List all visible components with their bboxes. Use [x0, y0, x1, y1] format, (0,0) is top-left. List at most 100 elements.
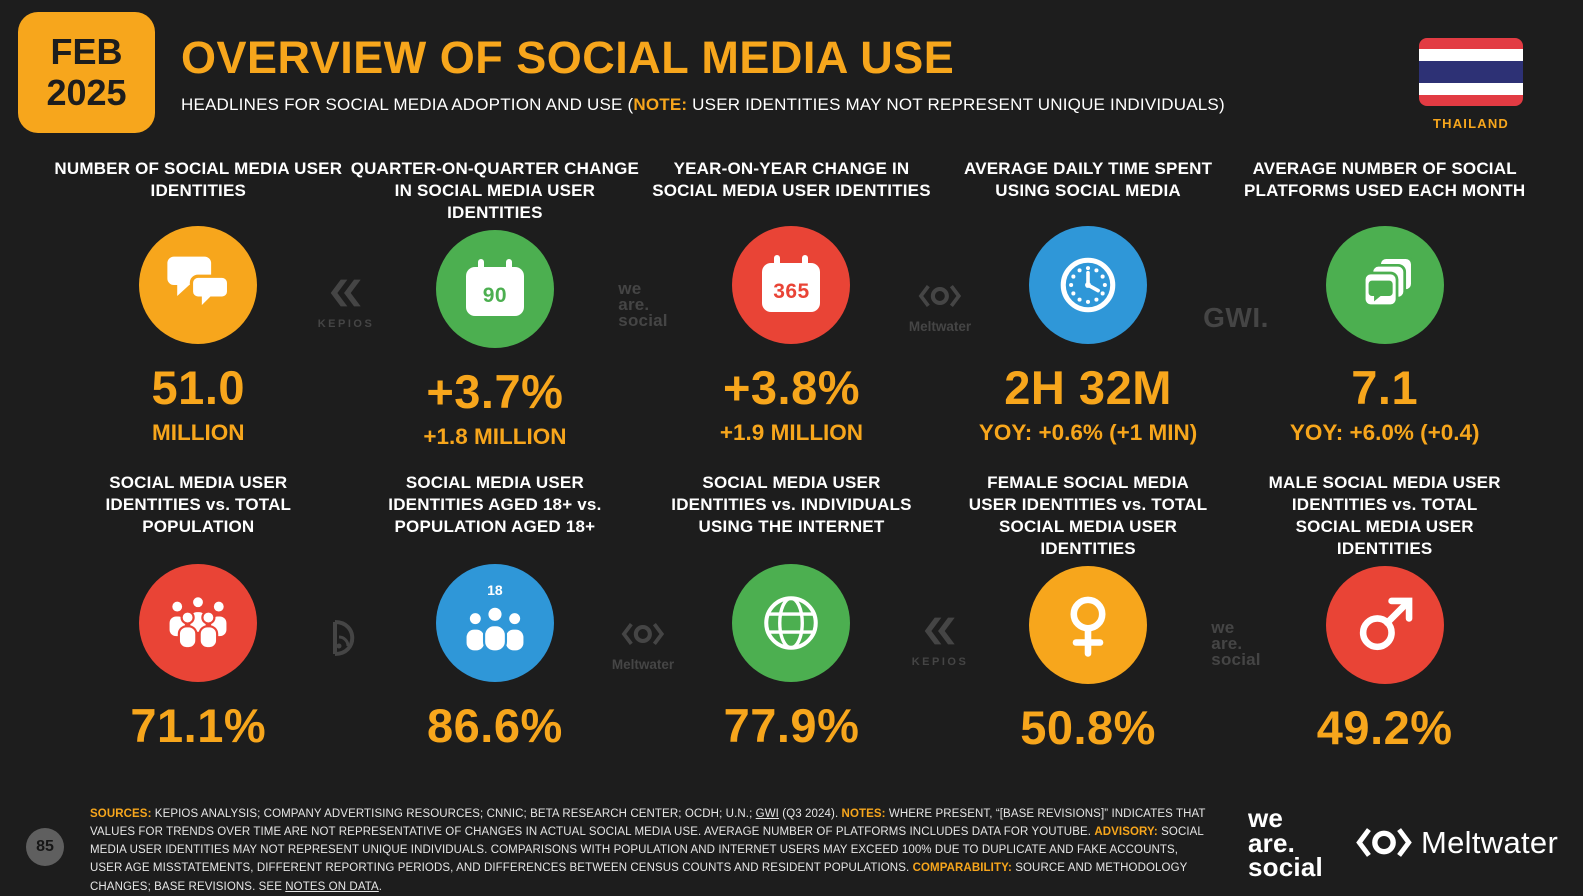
- stat-subvalue: YOY: +0.6% (+1 MIN): [978, 420, 1198, 445]
- stat-label: QUARTER-ON-QUARTER CHANGE IN SOCIAL MEDI…: [350, 159, 640, 223]
- meltwater-logo: Meltwater: [1356, 824, 1558, 861]
- stat-icon-circle: [1325, 566, 1444, 685]
- subtitle-text-2: USER IDENTITIES MAY NOT REPRESENT UNIQUE…: [687, 95, 1225, 114]
- stat-label: NUMBER OF SOCIAL MEDIA USER IDENTITIES: [54, 159, 343, 201]
- meltwater-logo-icon: [1356, 828, 1412, 857]
- datareportal-logo-icon: [333, 620, 355, 656]
- crowd-18-icon: [464, 605, 526, 653]
- footer-sources-text: SOURCES: KEPIOS ANALYSIS; COMPANY ADVERT…: [90, 805, 1212, 896]
- stat-label: MALE SOCIAL MEDIA USER IDENTITIES vs. TO…: [1268, 473, 1501, 559]
- thailand-flag: [1419, 38, 1523, 106]
- stat-card-vs-population: SOCIAL MEDIA USER IDENTITIES vs. TOTAL P…: [50, 472, 347, 755]
- notes-on-data-link[interactable]: NOTES ON DATA: [285, 880, 379, 893]
- meltwater-watermark: Meltwater: [612, 620, 674, 672]
- calendar-number: 90: [482, 284, 508, 308]
- stat-card-daily-time: AVERAGE DAILY TIME SPENT USING SOCIAL ME…: [940, 158, 1237, 450]
- stat-icon-circle: 90: [435, 230, 554, 349]
- stat-label: SOCIAL MEDIA USER IDENTITIES vs. INDIVID…: [671, 473, 912, 537]
- stat-value: +3.7%: [426, 365, 564, 419]
- kepios-watermark-label: KEPIOS: [911, 656, 969, 668]
- female-icon: [1070, 596, 1106, 658]
- stat-card-user-identities: NUMBER OF SOCIAL MEDIA USER IDENTITIES 5…: [50, 158, 347, 450]
- kepios-watermark-label: KEPIOS: [317, 318, 375, 330]
- footer-text-segment: SOURCE AND METHODOLOGY CHANGES; BASE REV…: [90, 862, 1188, 893]
- datareportal-watermark: [326, 618, 366, 663]
- stat-value: 71.1%: [130, 699, 267, 752]
- calendar-number: 365: [773, 280, 810, 303]
- stat-value: 77.9%: [723, 699, 860, 752]
- stat-icon-circle: 365: [732, 226, 851, 344]
- stat-subvalue: +1.8 MILLION: [423, 424, 567, 450]
- stat-card-vs-internet-users: SOCIAL MEDIA USER IDENTITIES vs. INDIVID…: [643, 472, 940, 755]
- stat-icon-circle: [1029, 566, 1148, 685]
- calendar-365-icon: 365: [758, 252, 824, 318]
- kepios-logo-icon: [924, 617, 955, 645]
- stat-icon-circle: 18: [435, 564, 554, 682]
- sources-label: SOURCES:: [90, 808, 152, 820]
- header-title-block: OVERVIEW OF SOCIAL MEDIA USE HEADLINES F…: [181, 32, 1225, 115]
- wearesocial-watermark: we are. social: [618, 279, 667, 329]
- wearesocial-watermark-line: are.: [618, 295, 650, 315]
- stat-icon-circle: [139, 564, 258, 682]
- stat-label: AVERAGE NUMBER OF SOCIAL PLATFORMS USED …: [1243, 159, 1526, 201]
- wearesocial-watermark-line: are.: [1211, 634, 1243, 654]
- wearesocial-watermark-line: we: [1211, 618, 1235, 637]
- stats-row-1: NUMBER OF SOCIAL MEDIA USER IDENTITIES 5…: [50, 158, 1533, 450]
- age-18-badge: 18: [484, 582, 506, 598]
- advisory-label: ADVISORY:: [1094, 826, 1158, 839]
- stat-subvalue: YOY: +6.0% (+0.4): [1289, 420, 1480, 445]
- wearesocial-logo: we are. social: [1248, 803, 1323, 880]
- stat-card-female-share: FEMALE SOCIAL MEDIA USER IDENTITIES vs. …: [940, 472, 1237, 755]
- wearesocial-watermark-line: we: [618, 279, 642, 298]
- badge-month: FEB: [50, 31, 123, 73]
- flag-stripe: [1419, 38, 1523, 50]
- stat-subvalue: MILLION: [152, 420, 245, 445]
- footer-text-segment: WHERE PRESENT, “[BASE REVISIONS]” INDICA…: [90, 808, 1206, 839]
- stat-value: 86.6%: [427, 699, 563, 752]
- calendar-90-icon: 90: [462, 256, 528, 322]
- clock-icon: [1060, 257, 1116, 313]
- gwi-watermark: GWI.: [1203, 302, 1269, 333]
- meltwater-logo-icon: [621, 623, 665, 645]
- flag-stripe: [1419, 94, 1523, 106]
- kepios-watermark: KEPIOS: [318, 278, 375, 330]
- gwi-link[interactable]: GWI: [755, 808, 779, 820]
- footer-text-segment: KEPIOS ANALYSIS; COMPANY ADVERTISING RES…: [151, 808, 756, 820]
- wearesocial-logo-line: are.: [1248, 827, 1296, 858]
- country-block: THAILAND: [1419, 38, 1523, 131]
- chat-bubbles-icon: [167, 256, 231, 314]
- comparability-label: COMPARABILITY:: [912, 862, 1012, 875]
- stats-row-2: SOCIAL MEDIA USER IDENTITIES vs. TOTAL P…: [50, 472, 1533, 755]
- stat-card-male-share: MALE SOCIAL MEDIA USER IDENTITIES vs. TO…: [1236, 472, 1533, 755]
- crowd-icon: [167, 595, 229, 650]
- stat-value: 7.1: [1351, 361, 1419, 414]
- flag-stripe: [1419, 49, 1523, 61]
- meltwater-watermark: Meltwater: [909, 282, 971, 334]
- calendar-ring: [774, 255, 781, 270]
- footer-text-segment: .: [378, 880, 383, 893]
- footer-text-segment: SOCIAL MEDIA USER IDENTITIES MAY NOT REP…: [90, 826, 1204, 875]
- flag-stripe: [1419, 60, 1523, 84]
- stat-value: 51.0: [151, 361, 246, 414]
- badge-year: 2025: [46, 71, 127, 113]
- wearesocial-watermark-line: social: [1211, 650, 1261, 670]
- male-icon: [1359, 598, 1413, 651]
- stat-card-platforms-count: AVERAGE NUMBER OF SOCIAL PLATFORMS USED …: [1236, 158, 1533, 450]
- stat-icon-circle: [1029, 226, 1148, 344]
- stat-label: SOCIAL MEDIA USER IDENTITIES vs. TOTAL P…: [105, 473, 292, 537]
- stat-value: 50.8%: [1020, 701, 1156, 755]
- stat-value: 49.2%: [1316, 701, 1453, 755]
- calendar-ring: [477, 259, 484, 275]
- stat-icon-circle: [732, 564, 851, 682]
- calendar-ring: [802, 255, 809, 270]
- kepios-logo-icon: [330, 279, 361, 307]
- wearesocial-logo-line: we: [1248, 803, 1284, 833]
- meltwater-watermark-label: Meltwater: [611, 657, 675, 672]
- calendar-body: [465, 267, 524, 317]
- stat-label: FEMALE SOCIAL MEDIA USER IDENTITIES vs. …: [968, 473, 1208, 559]
- stat-subvalue: +1.9 MILLION: [719, 420, 864, 445]
- stat-icon-circle: [139, 226, 258, 344]
- kepios-watermark: KEPIOS: [912, 616, 969, 668]
- globe-icon: [764, 596, 819, 650]
